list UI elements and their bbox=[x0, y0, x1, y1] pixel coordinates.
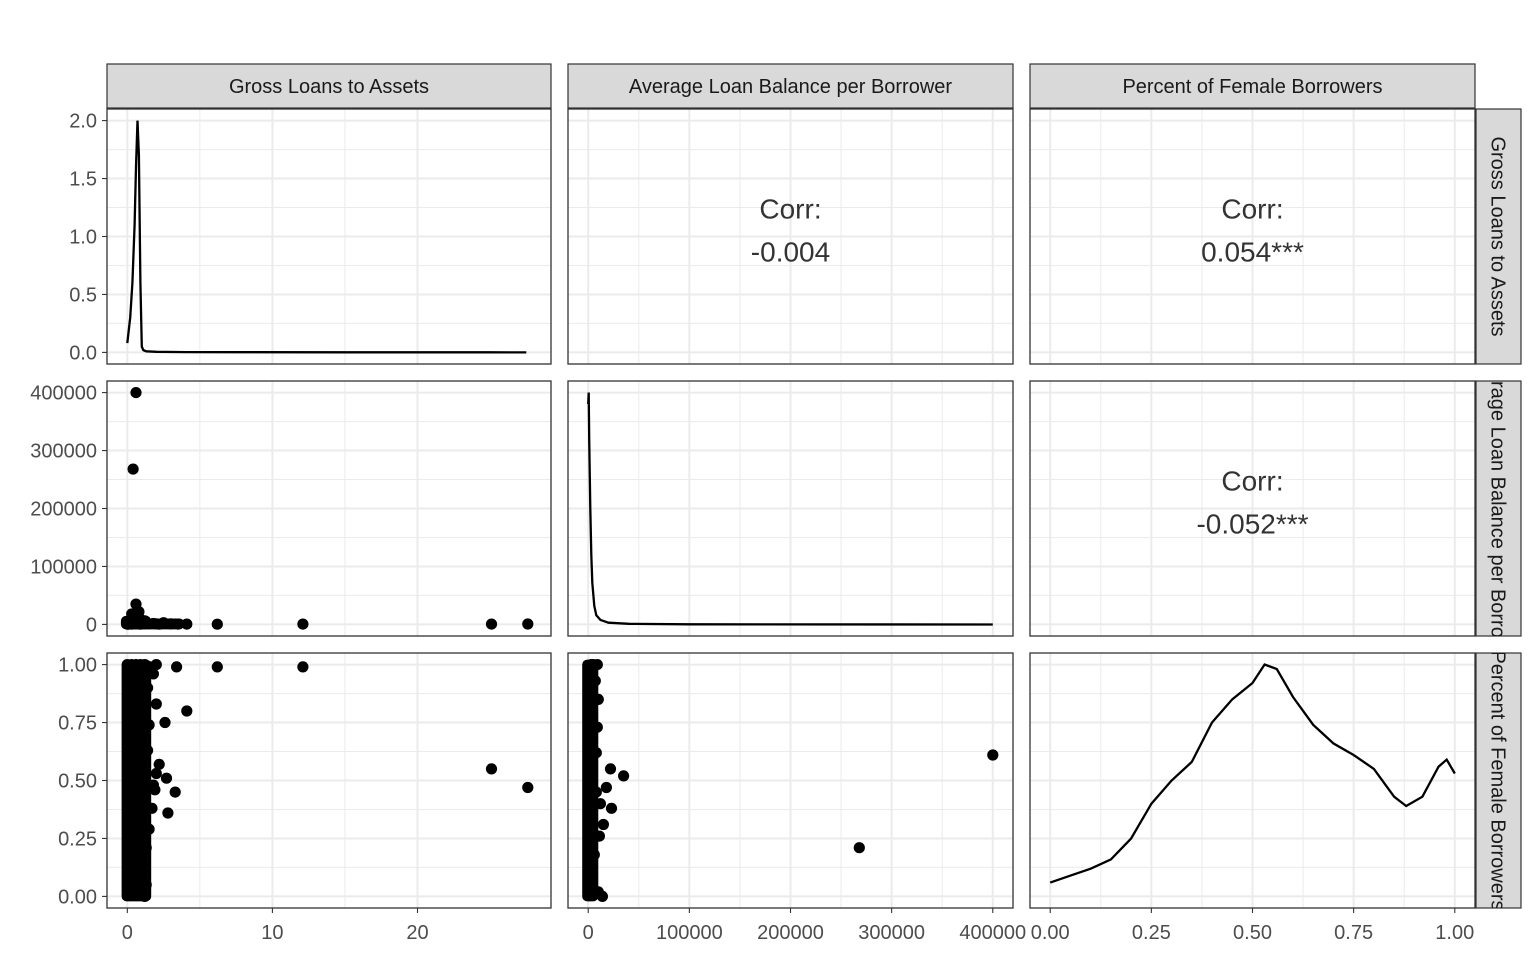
scatter-dense-band bbox=[125, 618, 185, 630]
scatter-point-gross-loans-vs-female bbox=[169, 786, 181, 798]
facet-strip-label: Gross Loans to Assets bbox=[229, 76, 429, 98]
scatter-point-gross-loans-vs-female bbox=[211, 661, 223, 673]
facet-strip-top bbox=[1029, 63, 1476, 109]
x-axis-tick-label: 100000 bbox=[656, 922, 723, 944]
scatter-point-gross-loans-vs-female bbox=[181, 705, 193, 717]
scatter-point-avg-balance-vs-female bbox=[604, 763, 617, 775]
x-axis-tick-label: 0.00 bbox=[1031, 922, 1070, 944]
frame-layer: Gross Loans to Assets Average Loan Balanc… bbox=[30, 63, 1522, 944]
y-axis-tick-label: 0.75 bbox=[58, 713, 97, 735]
y-axis-tick-label: 2.0 bbox=[69, 111, 97, 133]
density-curve bbox=[587, 392, 993, 626]
scatter-point-avg-balance-vs-female bbox=[853, 842, 865, 854]
scatter-point-avg-balance-vs-female bbox=[605, 802, 618, 814]
facet-strip-right-clip: Percent of Female Borrowers bbox=[1487, 650, 1509, 910]
scatter-point-gross-loans-vs-female bbox=[297, 661, 309, 673]
density-curve bbox=[1049, 663, 1456, 884]
scatter-dense-band bbox=[582, 659, 599, 902]
scatter-point-avg-balance-vs-female bbox=[987, 749, 999, 761]
scatter-point-gross-loans-vs-avg-balance bbox=[130, 387, 142, 399]
scatter-point-gross-loans-vs-female bbox=[159, 716, 171, 729]
scatter-point-gross-loans-vs-female bbox=[153, 758, 165, 770]
density-curve-gross-loans bbox=[126, 120, 527, 354]
facet-strip-label-right: Percent of Female Borrowers bbox=[1487, 650, 1509, 910]
scatter-point-gross-loans-vs-avg-balance bbox=[297, 618, 309, 630]
scatter-point-gross-loans-vs-female bbox=[485, 763, 498, 775]
facet-strip-label-right: Gross Loans to Assets bbox=[1487, 136, 1509, 336]
scatter-point-gross-loans-vs-avg-balance bbox=[485, 618, 498, 630]
scatter-point-gross-loans-vs-avg-balance bbox=[211, 618, 223, 630]
x-axis-tick-label: 0.50 bbox=[1233, 922, 1272, 944]
x-axis-tick-label: 200000 bbox=[757, 922, 824, 944]
facet-strip-right bbox=[1475, 652, 1522, 909]
y-axis-tick-label: 1.00 bbox=[58, 655, 97, 677]
correlation-label: Corr: bbox=[1221, 194, 1283, 225]
scatter-point-avg-balance-vs-female bbox=[600, 781, 613, 794]
scatter-point-gross-loans-vs-female bbox=[149, 784, 161, 796]
facet-strip-right bbox=[1475, 380, 1522, 637]
scatter-point-gross-loans-vs-avg-balance bbox=[127, 463, 139, 475]
correlation-label: Corr: bbox=[1221, 466, 1283, 497]
mark-layer: Corr: -0.004 Corr: 0.054*** Corr: -0.052*** bbox=[120, 120, 1456, 903]
scatter-point-gross-loans-vs-female bbox=[150, 767, 162, 780]
scatter-point-gross-loans-vs-female bbox=[150, 659, 162, 671]
panel-border bbox=[1029, 108, 1476, 365]
facet-strip-right bbox=[1475, 108, 1522, 365]
x-axis-tick-label: 0 bbox=[122, 922, 133, 944]
x-axis-tick-label: 1.00 bbox=[1435, 922, 1474, 944]
scatter-point-gross-loans-vs-female bbox=[150, 698, 162, 710]
facet-strip-label-right: Average Loan Balance per Borrower bbox=[1487, 347, 1509, 671]
scatter-point-gross-loans-vs-female bbox=[160, 772, 173, 784]
y-axis-tick-label: 0.00 bbox=[58, 886, 97, 908]
facet-strip-top bbox=[567, 63, 1014, 109]
y-axis-tick-label: 0.25 bbox=[58, 828, 97, 850]
y-axis-tick-label: 0.5 bbox=[69, 284, 97, 306]
panel-border bbox=[567, 108, 1014, 365]
grid-layer bbox=[107, 109, 1475, 908]
correlation-value: -0.052*** bbox=[1196, 509, 1308, 540]
facet-strip-right-clip: Gross Loans to Assets bbox=[1487, 136, 1509, 336]
facet-strip-top bbox=[106, 63, 552, 109]
x-axis-tick-label: 400000 bbox=[959, 922, 1026, 944]
correlation-value: 0.054*** bbox=[1201, 237, 1304, 268]
facet-strip-label: Average Loan Balance per Borrower bbox=[629, 76, 953, 98]
x-axis-tick-label: 20 bbox=[406, 922, 428, 944]
scatter-point-avg-balance-vs-female bbox=[618, 770, 630, 782]
x-axis-tick-label: 300000 bbox=[858, 922, 925, 944]
correlation-value: -0.004 bbox=[751, 237, 830, 268]
x-axis-tick-label: 10 bbox=[261, 922, 283, 944]
y-axis-tick-label: 1.5 bbox=[69, 169, 97, 191]
y-axis-tick-label: 0.50 bbox=[58, 771, 97, 793]
scatter-point-avg-balance-vs-female bbox=[597, 818, 610, 831]
y-axis-tick-label: 0 bbox=[86, 614, 97, 636]
y-axis-tick-label: 200000 bbox=[30, 499, 97, 521]
y-axis-tick-label: 400000 bbox=[30, 383, 97, 405]
scatter-dense-band bbox=[121, 659, 152, 902]
panel-border bbox=[1029, 380, 1476, 637]
scatter-point-gross-loans-vs-female bbox=[522, 781, 534, 794]
facet-strip-label: Percent of Female Borrowers bbox=[1122, 76, 1382, 98]
y-axis-tick-label: 1.0 bbox=[69, 227, 97, 249]
x-axis-tick-label: 0 bbox=[583, 922, 594, 944]
scatter-point-gross-loans-vs-female bbox=[171, 661, 183, 673]
y-axis-tick-label: 100000 bbox=[30, 556, 97, 578]
y-axis-tick-label: 0.0 bbox=[69, 342, 97, 364]
scatter-point-gross-loans-vs-avg-balance bbox=[181, 618, 193, 630]
scatter-point-gross-loans-vs-avg-balance bbox=[522, 618, 534, 630]
x-axis-tick-label: 0.25 bbox=[1132, 922, 1171, 944]
scatter-point-gross-loans-vs-female bbox=[162, 807, 174, 819]
facet-strip-right-clip: Average Loan Balance per Borrower bbox=[1487, 347, 1509, 671]
correlation-label: Corr: bbox=[759, 194, 821, 225]
x-axis-tick-label: 0.75 bbox=[1334, 922, 1373, 944]
y-axis-tick-label: 300000 bbox=[30, 441, 97, 463]
panel-border bbox=[567, 380, 1014, 637]
